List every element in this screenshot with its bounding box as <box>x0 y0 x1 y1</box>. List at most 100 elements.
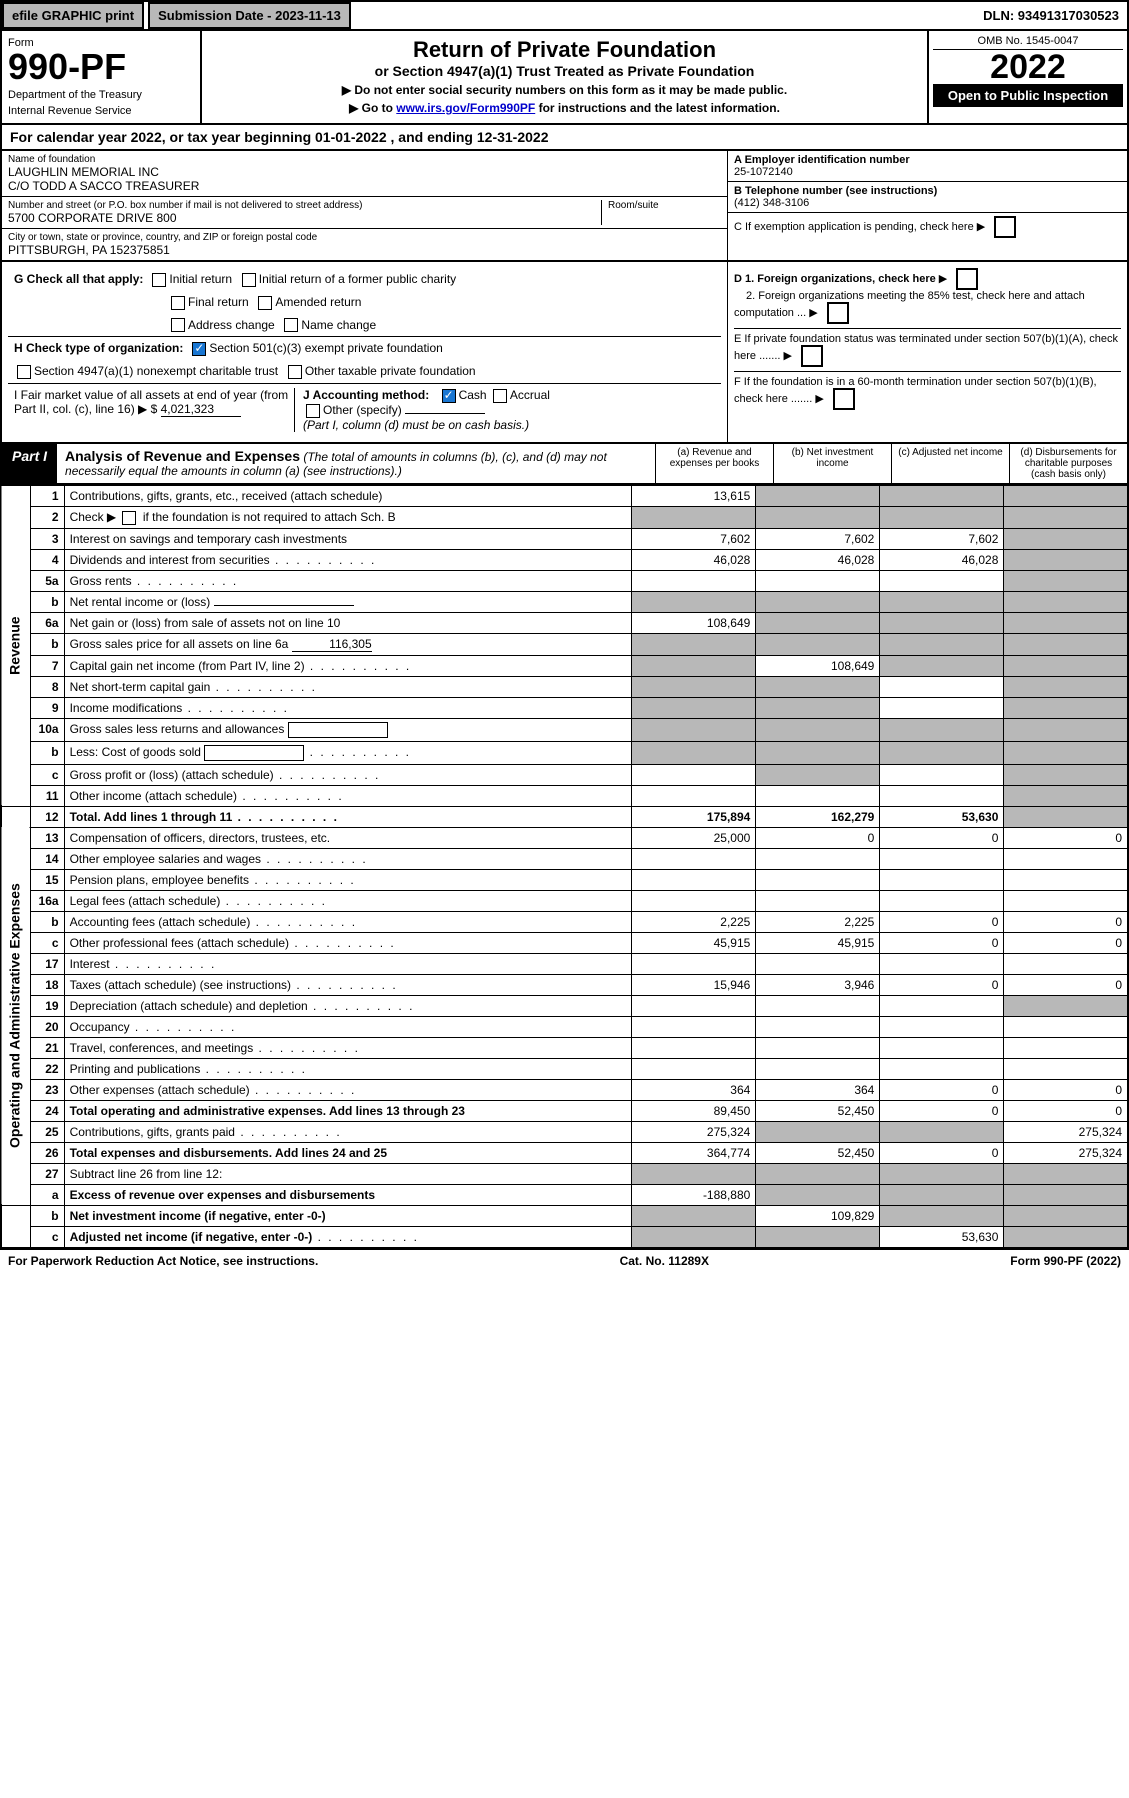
amended-return-checkbox[interactable] <box>258 296 272 310</box>
table-row: 19Depreciation (attach schedule) and dep… <box>1 995 1128 1016</box>
table-row: 7Capital gain net income (from Part IV, … <box>1 655 1128 676</box>
tax-year: 2022 <box>933 50 1123 84</box>
dln-label: DLN: 93491317030523 <box>975 4 1127 27</box>
foreign-org-checkbox[interactable] <box>956 268 978 290</box>
irs-label: Internal Revenue Service <box>8 105 194 117</box>
f-label: F If the foundation is in a 60-month ter… <box>734 376 1097 405</box>
table-row: 3Interest on savings and temporary cash … <box>1 528 1128 549</box>
department-label: Department of the Treasury <box>8 89 194 101</box>
table-row: 15Pension plans, employee benefits <box>1 869 1128 890</box>
ein-value: 25-1072140 <box>734 166 793 178</box>
initial-return-checkbox[interactable] <box>152 273 166 287</box>
table-row: 14Other employee salaries and wages <box>1 848 1128 869</box>
part1-header: Part I Analysis of Revenue and Expenses … <box>0 444 1129 485</box>
table-row: cAdjusted net income (if negative, enter… <box>1 1226 1128 1248</box>
col-a-header: (a) Revenue and expenses per books <box>655 444 773 483</box>
goto-pre: ▶ Go to <box>349 101 396 115</box>
city-label: City or town, state or province, country… <box>8 232 721 243</box>
form-subtitle: or Section 4947(a)(1) Trust Treated as P… <box>208 63 921 79</box>
e-label: E If private foundation status was termi… <box>734 333 1118 362</box>
top-bar: efile GRAPHIC print Submission Date - 20… <box>0 0 1129 31</box>
open-inspection-badge: Open to Public Inspection <box>933 84 1123 107</box>
submission-date: Submission Date - 2023-11-13 <box>148 2 351 29</box>
foundation-name-2: C/O TODD A SACCO TREASURER <box>8 179 721 193</box>
form-footer-label: Form 990-PF (2022) <box>1010 1254 1121 1268</box>
name-change-checkbox[interactable] <box>284 318 298 332</box>
4947a1-checkbox[interactable] <box>17 365 31 379</box>
city-state-zip: PITTSBURGH, PA 152375851 <box>8 243 721 257</box>
table-row: 4Dividends and interest from securities4… <box>1 549 1128 570</box>
tax-year-end: 12-31-2022 <box>477 129 549 145</box>
table-row: 5aGross rents <box>1 570 1128 591</box>
part1-table: Revenue 1Contributions, gifts, grants, e… <box>0 485 1129 1249</box>
col-c-header: (c) Adjusted net income <box>891 444 1009 483</box>
accrual-checkbox[interactable] <box>493 389 507 403</box>
foundation-name-label: Name of foundation <box>8 154 721 165</box>
table-row: 26Total expenses and disbursements. Add … <box>1 1142 1128 1163</box>
table-row: bNet investment income (if negative, ent… <box>1 1205 1128 1226</box>
cash-checkbox[interactable] <box>442 389 456 403</box>
table-row: bNet rental income or (loss) <box>1 591 1128 612</box>
table-row: 16aLegal fees (attach schedule) <box>1 890 1128 911</box>
form-header: Form 990-PF Department of the Treasury I… <box>0 31 1129 125</box>
table-row: 17Interest <box>1 953 1128 974</box>
foundation-name-1: LAUGHLIN MEMORIAL INC <box>8 165 721 179</box>
fmv-label: I Fair market value of all assets at end… <box>14 388 288 416</box>
501c3-checkbox[interactable] <box>192 342 206 356</box>
d2-label: 2. Foreign organizations meeting the 85%… <box>734 290 1085 319</box>
page-footer: For Paperwork Reduction Act Notice, see … <box>0 1249 1129 1272</box>
d1-label: D 1. Foreign organizations, check here <box>734 273 936 285</box>
table-row: 10aGross sales less returns and allowanc… <box>1 718 1128 741</box>
table-row: bLess: Cost of goods sold <box>1 741 1128 764</box>
table-row: 21Travel, conferences, and meetings <box>1 1037 1128 1058</box>
telephone-label: B Telephone number (see instructions) <box>734 185 937 197</box>
sch-b-checkbox[interactable] <box>122 511 136 525</box>
revenue-side-label: Revenue <box>1 485 30 806</box>
catalog-number: Cat. No. 11289X <box>620 1254 709 1268</box>
exemption-pending-label: C If exemption application is pending, c… <box>734 221 974 233</box>
paperwork-notice: For Paperwork Reduction Act Notice, see … <box>8 1254 318 1268</box>
table-row: bAccounting fees (attach schedule)2,2252… <box>1 911 1128 932</box>
terminated-checkbox[interactable] <box>801 345 823 367</box>
expenses-side-label: Operating and Administrative Expenses <box>1 827 30 1205</box>
60month-checkbox[interactable] <box>833 388 855 410</box>
table-row: Operating and Administrative Expenses 13… <box>1 827 1128 848</box>
table-row: bGross sales price for all assets on lin… <box>1 633 1128 655</box>
other-method-checkbox[interactable] <box>306 404 320 418</box>
table-row: 8Net short-term capital gain <box>1 676 1128 697</box>
fmv-value: 4,021,323 <box>161 402 241 417</box>
part1-tag: Part I <box>2 444 57 483</box>
ssn-note: ▶ Do not enter social security numbers o… <box>208 83 921 97</box>
table-row: 20Occupancy <box>1 1016 1128 1037</box>
table-row: 25Contributions, gifts, grants paid275,3… <box>1 1121 1128 1142</box>
table-row: 24Total operating and administrative exp… <box>1 1100 1128 1121</box>
foreign-85pct-checkbox[interactable] <box>827 302 849 324</box>
table-row: 9Income modifications <box>1 697 1128 718</box>
accounting-method-label: J Accounting method: <box>303 388 429 402</box>
h-label: H Check type of organization: <box>14 341 183 356</box>
col-d-header: (d) Disbursements for charitable purpose… <box>1009 444 1127 483</box>
final-return-checkbox[interactable] <box>171 296 185 310</box>
room-label: Room/suite <box>608 200 721 211</box>
part1-title: Analysis of Revenue and Expenses <box>65 448 300 464</box>
calendar-year-row: For calendar year 2022, or tax year begi… <box>0 125 1129 151</box>
initial-return-former-checkbox[interactable] <box>242 273 256 287</box>
address-change-checkbox[interactable] <box>171 318 185 332</box>
table-row: 23Other expenses (attach schedule)364364… <box>1 1079 1128 1100</box>
efile-print-button[interactable]: efile GRAPHIC print <box>2 2 144 29</box>
table-row: cGross profit or (loss) (attach schedule… <box>1 764 1128 785</box>
table-row: 11Other income (attach schedule) <box>1 785 1128 806</box>
street-address: 5700 CORPORATE DRIVE 800 <box>8 211 601 225</box>
form-title: Return of Private Foundation <box>208 37 921 63</box>
tax-year-begin: 01-01-2022 <box>315 129 387 145</box>
entity-block: Name of foundation LAUGHLIN MEMORIAL INC… <box>0 151 1129 262</box>
irs-link[interactable]: www.irs.gov/Form990PF <box>396 101 535 115</box>
cash-basis-note: (Part I, column (d) must be on cash basi… <box>303 418 529 432</box>
table-row: 2Check ▶ if the foundation is not requir… <box>1 506 1128 528</box>
form-number: 990-PF <box>8 49 194 85</box>
address-label: Number and street (or P.O. box number if… <box>8 200 601 211</box>
exemption-pending-checkbox[interactable] <box>994 216 1016 238</box>
other-taxable-checkbox[interactable] <box>288 365 302 379</box>
gross-sales-6a: 116,305 <box>292 637 372 652</box>
goto-post: for instructions and the latest informat… <box>535 101 780 115</box>
